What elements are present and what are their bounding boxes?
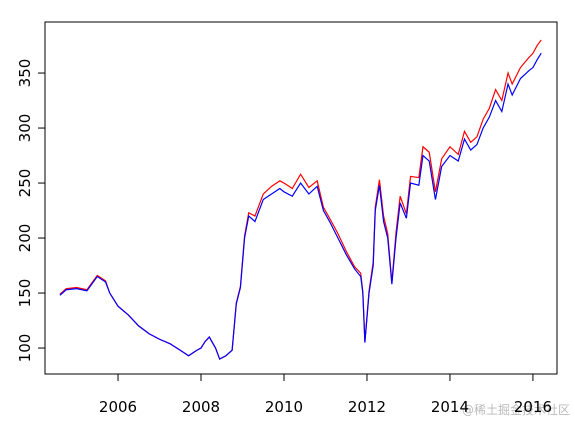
x-tick-label: 2012: [348, 398, 386, 416]
y-tick-label: 300: [16, 114, 34, 143]
plot-frame: [44, 21, 558, 375]
x-tick-label: 2010: [265, 398, 303, 416]
series-line: [59, 39, 542, 360]
series-line: [59, 52, 542, 360]
y-tick-label: 350: [16, 59, 34, 88]
x-tick-label: 2016: [514, 398, 552, 416]
watermark: @稀土掘金技术社区: [462, 402, 570, 417]
y-tick-label: 100: [16, 334, 34, 363]
x-tick-label: 2008: [182, 398, 220, 416]
x-tick-label: 2014: [431, 398, 469, 416]
x-tick-label: 2006: [99, 398, 137, 416]
y-tick-label: 250: [16, 169, 34, 198]
y-tick-label: 150: [16, 279, 34, 308]
y-tick-label: 200: [16, 224, 34, 253]
